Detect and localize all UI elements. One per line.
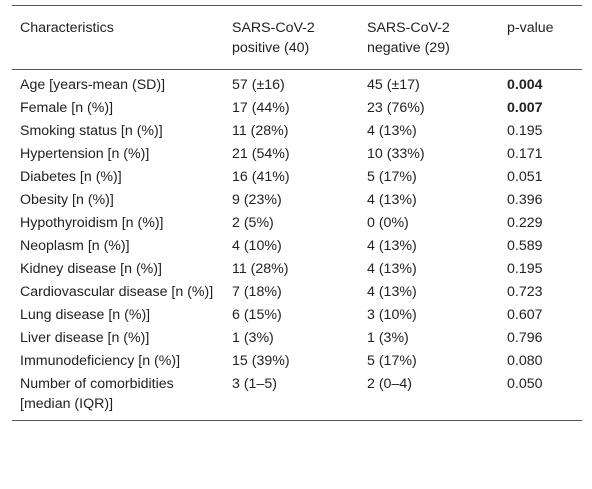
cell-characteristic: Neoplasm [n (%)]: [20, 238, 130, 254]
cell-sars-positive: 1 (3%): [232, 330, 274, 346]
cell-characteristic: Number of comorbidities [median (IQR)]: [20, 376, 174, 412]
cell-characteristic: Lung disease [n (%)]: [20, 307, 151, 323]
table-row: Age [years-mean (SD)] 57 (±16) 45 (±17) 0.0…: [12, 70, 582, 98]
cell-sars-positive: 3 (1–5): [232, 376, 277, 392]
header-characteristics: Characteristics: [20, 20, 114, 36]
cell-sars-negative: 3 (10%): [367, 307, 417, 323]
cell-p-value: 0.007: [507, 100, 543, 116]
cell-sars-positive: 17 (44%): [232, 100, 290, 116]
cell-sars-positive: 16 (41%): [232, 169, 290, 185]
table-row: Obesity [n (%)] 9 (23%) 4 (13%) 0.396: [12, 189, 582, 212]
table-row: Hypertension [n (%)] 21 (54%) 10 (33%) 0.17…: [12, 143, 582, 166]
table-row: Kidney disease [n (%)] 11 (28%) 4 (13%) 0.1…: [12, 258, 582, 281]
cell-sars-positive: 2 (5%): [232, 215, 274, 231]
cell-sars-positive: 57 (±16): [232, 77, 285, 93]
cell-sars-positive: 9 (23%): [232, 192, 282, 208]
cell-p-value: 0.589: [507, 238, 543, 254]
cell-sars-negative: 45 (±17): [367, 77, 420, 93]
cell-characteristic: Hypothyroidism [n (%)]: [20, 215, 164, 231]
cell-p-value: 0.723: [507, 284, 543, 300]
header-row: Characteristics SARS-CoV-2 positive (40)…: [12, 5, 582, 70]
cell-sars-negative: 4 (13%): [367, 238, 417, 254]
cell-p-value: 0.607: [507, 307, 543, 323]
cell-sars-negative: 5 (17%): [367, 353, 417, 369]
cell-characteristic: Diabetes [n (%)]: [20, 169, 122, 185]
cell-characteristic: Obesity [n (%)]: [20, 192, 114, 208]
table-row: Diabetes [n (%)] 16 (41%) 5 (17%) 0.051: [12, 166, 582, 189]
cell-p-value: 0.195: [507, 261, 543, 277]
cell-sars-positive: 7 (18%): [232, 284, 282, 300]
cell-characteristic: Cardiovascular disease [n (%)]: [20, 284, 214, 300]
cell-sars-negative: 4 (13%): [367, 284, 417, 300]
cell-p-value: 0.396: [507, 192, 543, 208]
cell-sars-negative: 0 (0%): [367, 215, 409, 231]
table-row: Cardiovascular disease [n (%)] 7 (18%) 4 (…: [12, 281, 582, 304]
table-row: Smoking status [n (%)] 11 (28%) 4 (13%) 0.1…: [12, 120, 582, 143]
characteristics-table: Characteristics SARS-CoV-2 positive (40)…: [12, 5, 582, 421]
table-row: Lung disease [n (%)] 6 (15%) 3 (10%) 0.607: [12, 304, 582, 327]
cell-characteristic: Kidney disease [n (%)]: [20, 261, 162, 277]
cell-sars-positive: 15 (39%): [232, 353, 290, 369]
cell-sars-negative: 4 (13%): [367, 192, 417, 208]
cell-p-value: 0.080: [507, 353, 543, 369]
cell-sars-negative: 10 (33%): [367, 146, 425, 162]
cell-characteristic: Immunodeficiency [n (%)]: [20, 353, 181, 369]
header-sars-positive: SARS-CoV-2 positive (40): [232, 20, 315, 56]
cell-p-value: 0.050: [507, 376, 543, 392]
cell-sars-negative: 5 (17%): [367, 169, 417, 185]
header-p-value: p-value: [507, 20, 554, 36]
table-row: Female [n (%)] 17 (44%) 23 (76%) 0.007: [12, 97, 582, 120]
cell-p-value: 0.171: [507, 146, 543, 162]
cell-sars-positive: 21 (54%): [232, 146, 290, 162]
cell-sars-negative: 4 (13%): [367, 123, 417, 139]
cell-characteristic: Female [n (%)]: [20, 100, 114, 116]
table-row: Neoplasm [n (%)] 4 (10%) 4 (13%) 0.589: [12, 235, 582, 258]
table-row: Number of comorbidities [median (IQR)] 3 …: [12, 373, 582, 421]
cell-p-value: 0.195: [507, 123, 543, 139]
table-row: Hypothyroidism [n (%)] 2 (5%) 0 (0%) 0.229: [12, 212, 582, 235]
table-row: Liver disease [n (%)] 1 (3%) 1 (3%) 0.796: [12, 327, 582, 350]
cell-sars-negative: 2 (0–4): [367, 376, 412, 392]
cell-p-value: 0.051: [507, 169, 543, 185]
cell-p-value: 0.796: [507, 330, 543, 346]
cell-p-value: 0.004: [507, 77, 543, 93]
table-body: Age [years-mean (SD)] 57 (±16) 45 (±17) 0.0…: [12, 70, 582, 421]
cell-sars-negative: 1 (3%): [367, 330, 409, 346]
table-row: Immunodeficiency [n (%)] 15 (39%) 5 (17%) 0…: [12, 350, 582, 373]
characteristics-table-container: Characteristics SARS-CoV-2 positive (40)…: [12, 5, 582, 421]
cell-characteristic: Smoking status [n (%)]: [20, 123, 163, 139]
cell-sars-negative: 4 (13%): [367, 261, 417, 277]
cell-characteristic: Liver disease [n (%)]: [20, 330, 150, 346]
cell-characteristic: Hypertension [n (%)]: [20, 146, 150, 162]
cell-sars-positive: 4 (10%): [232, 238, 282, 254]
cell-sars-positive: 11 (28%): [232, 261, 289, 277]
header-sars-negative: SARS-CoV-2 negative (29): [367, 20, 450, 56]
cell-p-value: 0.229: [507, 215, 543, 231]
cell-sars-negative: 23 (76%): [367, 100, 425, 116]
cell-sars-positive: 6 (15%): [232, 307, 282, 323]
cell-sars-positive: 11 (28%): [232, 123, 289, 139]
table-header: Characteristics SARS-CoV-2 positive (40)…: [12, 5, 582, 70]
cell-characteristic: Age [years-mean (SD)]: [20, 77, 166, 93]
